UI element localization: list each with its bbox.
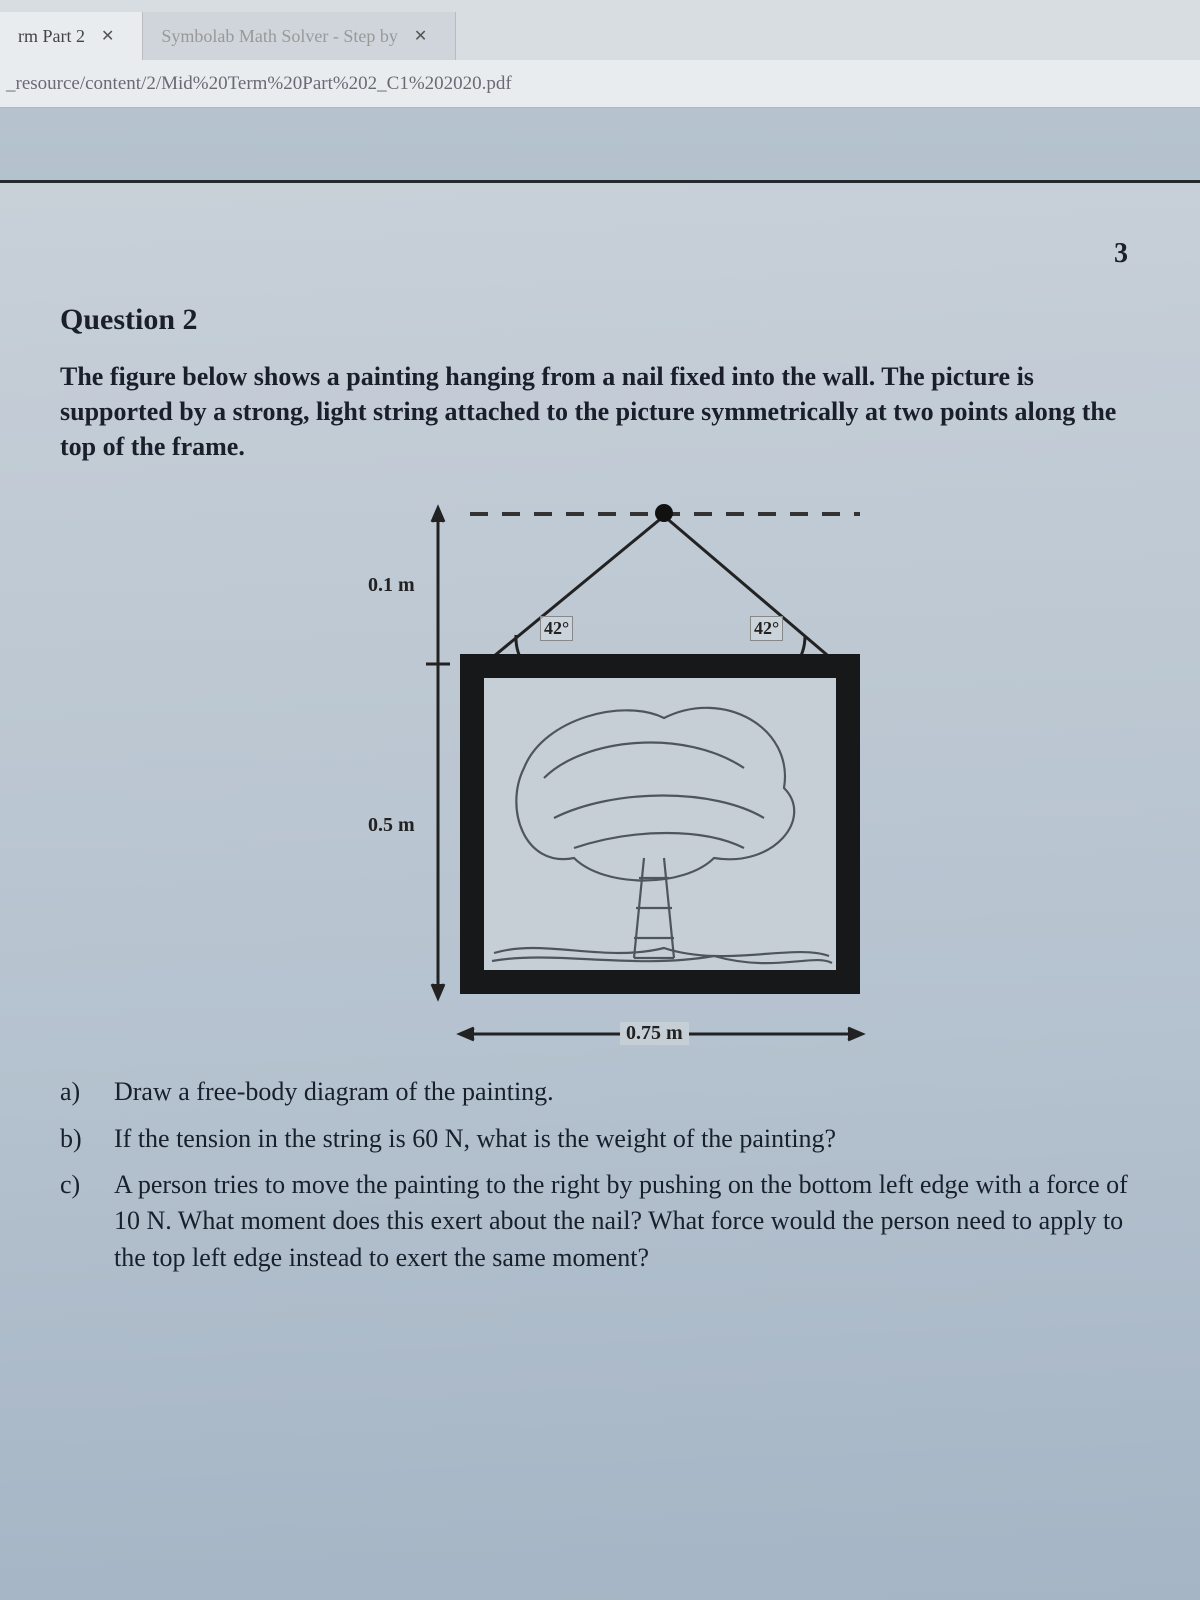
browser-tabs: rm Part 2 ✕ Symbolab Math Solver - Step … [0,0,1200,60]
question-heading: Question 2 [60,303,1140,337]
part-letter: b) [60,1121,114,1157]
tab-active[interactable]: rm Part 2 ✕ [0,12,143,60]
tab-inactive[interactable]: Symbolab Math Solver - Step by ✕ [143,12,456,60]
part-text: A person tries to move the painting to t… [114,1167,1140,1276]
part-c: c) A person tries to move the painting t… [60,1167,1140,1276]
angle-left: 42° [540,616,573,641]
pdf-page: 3 Question 2 The figure below shows a pa… [0,183,1200,1600]
tab-label: Symbolab Math Solver - Step by [161,26,398,47]
dim-height: 0.5 m [368,814,415,837]
question-stem: The figure below shows a painting hangin… [60,359,1120,464]
close-icon[interactable]: ✕ [414,26,427,46]
part-letter: c) [60,1167,114,1276]
page-number: 3 [1114,238,1128,270]
dim-width: 0.75 m [620,1022,689,1045]
part-a: a) Draw a free-body diagram of the paint… [60,1074,1140,1110]
part-text: Draw a free-body diagram of the painting… [114,1074,554,1110]
url-text: _resource/content/2/Mid%20Term%20Part%20… [6,73,512,95]
address-bar[interactable]: _resource/content/2/Mid%20Term%20Part%20… [0,60,1200,108]
close-icon[interactable]: ✕ [101,26,114,46]
question-parts: a) Draw a free-body diagram of the paint… [60,1074,1140,1276]
pdf-viewport: 3 Question 2 The figure below shows a pa… [0,180,1200,1600]
tab-label: rm Part 2 [18,26,85,47]
picture-frame [460,654,860,994]
part-b: b) If the tension in the string is 60 N,… [60,1121,1140,1157]
part-text: If the tension in the string is 60 N, wh… [114,1121,836,1157]
part-letter: a) [60,1074,114,1110]
angle-right: 42° [750,616,783,641]
figure-painting: 0.1 m 0.5 m 0.75 m 42° 42° [320,494,880,1054]
dim-top-gap: 0.1 m [368,574,415,597]
